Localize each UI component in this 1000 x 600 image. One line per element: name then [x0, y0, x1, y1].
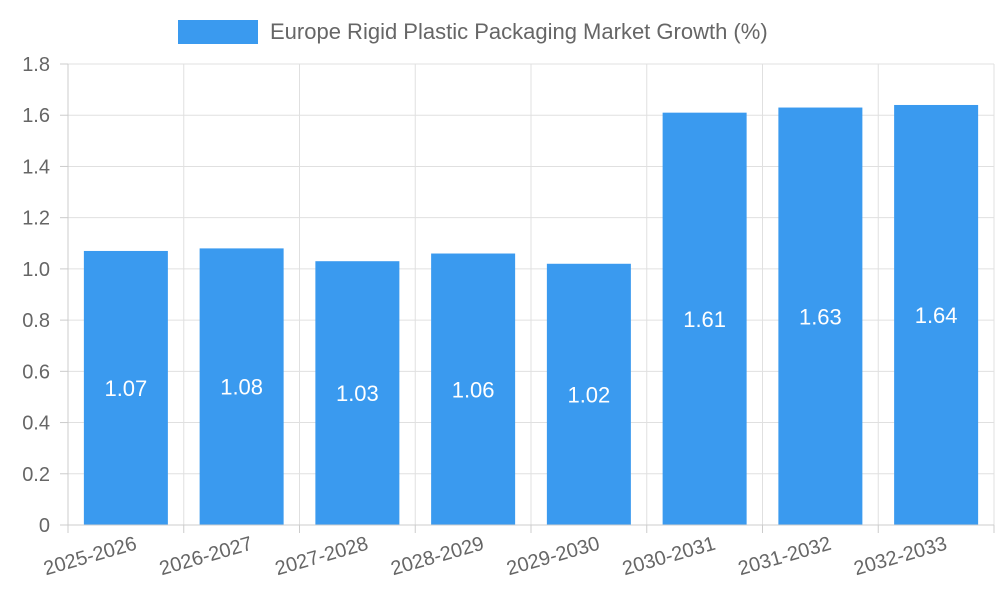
legend-label: Europe Rigid Plastic Packaging Market Gr… — [270, 19, 768, 44]
y-tick-label: 0.4 — [22, 413, 50, 435]
legend: Europe Rigid Plastic Packaging Market Gr… — [178, 19, 768, 44]
y-tick-label: 1.2 — [22, 208, 50, 230]
y-tick-label: 0.2 — [22, 464, 50, 486]
x-tick-label: 2030-2031 — [620, 533, 718, 581]
y-axis-ticks: 0 0.2 0.4 0.6 0.8 1.0 1.2 1.4 1.6 1.8 — [22, 54, 68, 537]
bar — [894, 104, 979, 525]
bar-value-label: 1.07 — [104, 376, 147, 401]
bar-value-label: 1.03 — [336, 381, 379, 406]
x-tick-label: 2025-2026 — [41, 533, 139, 581]
bar — [199, 248, 284, 525]
bar — [662, 112, 747, 526]
y-tick-label: 1.8 — [22, 54, 50, 76]
bar — [315, 261, 400, 525]
bar — [83, 250, 168, 525]
x-tick-label: 2032-2033 — [851, 533, 949, 581]
legend-swatch — [178, 20, 258, 44]
bar-value-label: 1.06 — [452, 377, 495, 402]
bar-value-label: 1.08 — [220, 375, 263, 400]
y-tick-label: 1.4 — [22, 156, 50, 178]
bar-value-label: 1.02 — [567, 382, 610, 407]
bar — [546, 263, 631, 525]
y-tick-label: 1.0 — [22, 259, 50, 281]
bar-value-label: 1.64 — [915, 303, 958, 328]
bar-value-label: 1.61 — [683, 307, 726, 332]
x-tick-label: 2028-2029 — [388, 533, 486, 581]
y-tick-label: 0 — [39, 515, 50, 537]
bars: 1.07 1.08 1.03 1.06 1.02 1.61 1.63 1.64 — [83, 104, 979, 526]
y-tick-label: 0.8 — [22, 310, 50, 332]
x-axis-ticks: 2025-2026 2026-2027 2027-2028 2028-2029 2029… — [41, 525, 995, 581]
x-tick-label: 2029-2030 — [504, 533, 602, 581]
x-tick-label: 2027-2028 — [273, 533, 371, 581]
y-tick-label: 1.6 — [22, 105, 50, 127]
x-tick-label: 2031-2032 — [736, 533, 834, 581]
x-tick-label: 2026-2027 — [157, 533, 255, 581]
y-tick-label: 0.6 — [22, 361, 50, 383]
bar — [431, 253, 516, 525]
bar — [778, 107, 863, 526]
bar-value-label: 1.63 — [799, 304, 842, 329]
